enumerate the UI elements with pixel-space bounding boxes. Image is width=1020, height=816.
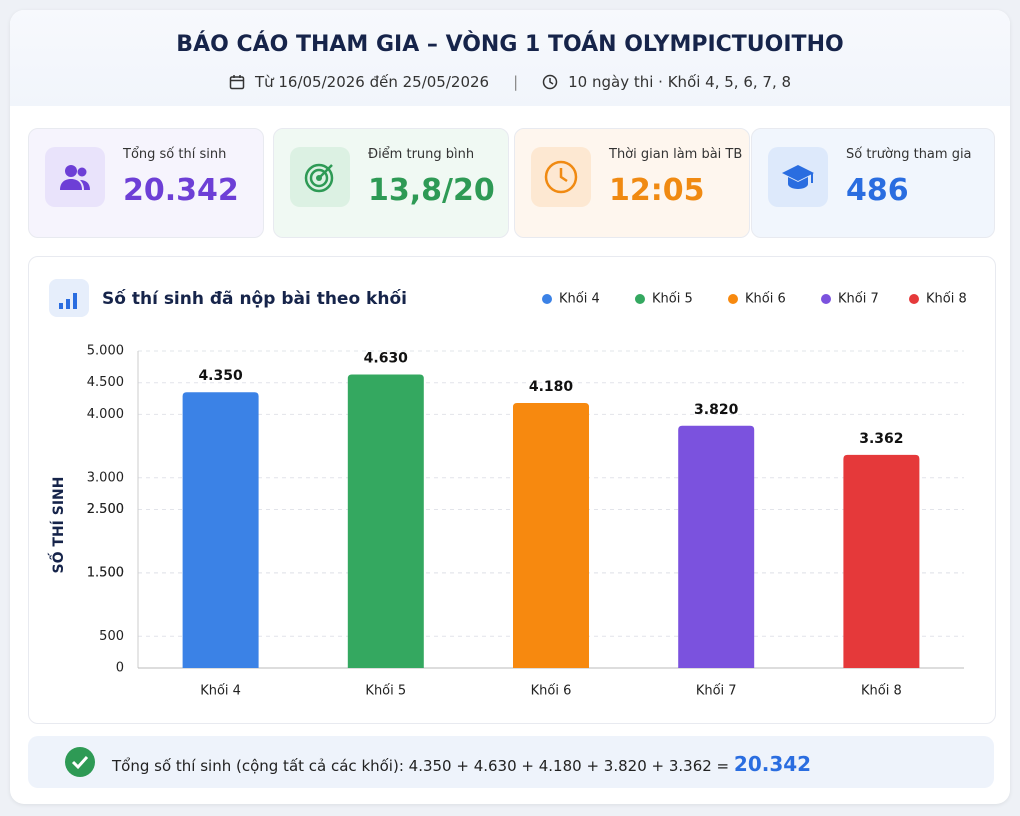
x-tick-label: Khối 4 — [200, 684, 241, 699]
stat-label: Thời gian làm bài TB — [609, 147, 743, 162]
y-tick-label: 1.500 — [87, 565, 124, 580]
chart-title: Số thí sinh đã nộp bài theo khối — [102, 288, 407, 309]
stat-card: Thời gian làm bài TB 12:05 — [514, 128, 750, 238]
y-tick-label: 0 — [116, 661, 124, 676]
stat-label: Điểm trung bình — [368, 147, 475, 162]
y-tick-label: 2.500 — [87, 502, 124, 517]
legend-swatch — [909, 294, 919, 304]
legend-swatch — [821, 294, 831, 304]
summary-line: Tổng số thí sinh (cộng tất cả các khối):… — [112, 752, 811, 776]
value-label: 3.362 — [859, 431, 903, 447]
value-label: 4.180 — [529, 379, 574, 395]
legend-label: Khối 4 — [559, 292, 600, 307]
legend-swatch — [728, 294, 738, 304]
value-label: 3.820 — [694, 402, 739, 418]
y-tick-label: 1.500 — [87, 565, 124, 580]
title: BÁO CÁO THAM GIA – VÒNG 1 TOÁN OLYMPICTU… — [176, 32, 844, 57]
header — [10, 10, 1010, 106]
bar — [347, 374, 424, 668]
x-tick-label: Khối 6 — [531, 684, 572, 699]
subtitle: Từ 16/05/2026 đến 25/05/2026 | 10 ngày t… — [0, 73, 1020, 91]
legend-swatch — [635, 294, 645, 304]
legend-label: Khối 8 — [926, 292, 967, 307]
bar — [513, 402, 589, 668]
y-axis-label: SỐ THÍ SINH — [47, 477, 67, 574]
value-label: 4.630 — [364, 350, 409, 366]
x-tick-label: Khối 5 — [365, 684, 406, 699]
date-range: Từ 16/05/2026 đến 25/05/2026 — [254, 73, 490, 91]
stat-card: Tổng số thí sinh 20.342 — [28, 128, 264, 238]
check-icon — [65, 747, 95, 777]
icon — [290, 147, 350, 207]
legend-label: Khối 5 — [652, 292, 693, 307]
bar — [843, 454, 920, 668]
y-tick-label: 3.000 — [87, 470, 124, 485]
stat-card: Điểm trung bình 13,8/20 — [273, 128, 509, 238]
y-tick-label: 4.500 — [87, 375, 124, 390]
stat-value: 12:05 — [609, 173, 705, 208]
y-tick-label: 500 — [99, 629, 124, 644]
chart-card: Số thí sinh đã nộp bài theo khối SỐ THÍ … — [28, 256, 996, 724]
bar — [182, 392, 259, 668]
y-tick-label: 5.000 — [87, 344, 124, 359]
separator: | — [513, 73, 519, 91]
summary-text: Tổng số thí sinh (cộng tất cả các khối):… — [112, 757, 730, 775]
icon — [768, 147, 828, 207]
y-tick-label: 4.000 — [87, 407, 124, 422]
stat-card: Số trường tham gia 486 — [751, 128, 995, 238]
stat-value: 13,8/20 — [368, 173, 495, 208]
y-tick-label: 2.500 — [87, 502, 124, 517]
stat-value: 20.342 — [123, 173, 239, 208]
x-tick-label: Khối 8 — [861, 684, 902, 699]
stat-label: Tổng số thí sinh — [123, 147, 227, 162]
chart: Số thí sinh đã nộp bài theo khối SỐ THÍ … — [47, 279, 967, 699]
x-tick-label: Khối 7 — [696, 684, 737, 699]
value-label: 4.350 — [198, 368, 243, 384]
legend-swatch — [542, 294, 552, 304]
legend-label: Khối 7 — [838, 292, 879, 307]
icon — [45, 147, 105, 207]
icon — [531, 147, 591, 207]
legend-label: Khối 6 — [745, 292, 786, 307]
stat-value: 486 — [846, 173, 909, 208]
clock-icon — [542, 74, 558, 90]
stat-label: Số trường tham gia — [846, 147, 972, 162]
chart-icon — [49, 279, 89, 317]
info: 10 ngày thi · Khối 4, 5, 6, 7, 8 — [568, 73, 792, 91]
summary: Tổng số thí sinh (cộng tất cả các khối):… — [28, 736, 994, 788]
calendar-icon — [229, 75, 245, 90]
bar — [678, 425, 755, 668]
summary-total: 20.342 — [733, 752, 812, 776]
